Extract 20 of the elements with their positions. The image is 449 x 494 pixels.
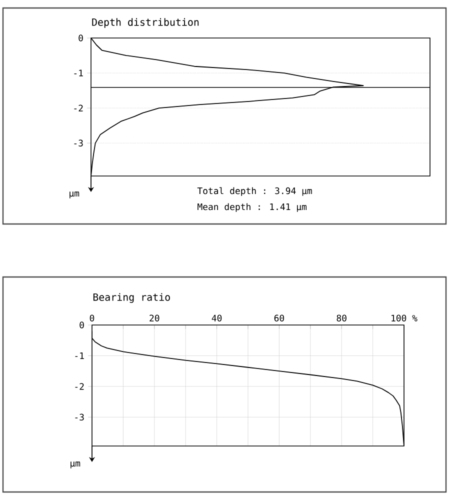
chart-title: Bearing ratio [93, 293, 170, 303]
y-axis-title: µm [70, 191, 80, 198]
x-tick-label: 40 [212, 314, 222, 322]
text: Mean depth : 1.41 µm [198, 203, 307, 212]
x-tick-label: 80 [336, 314, 346, 322]
x-tick-label: 100 % [392, 314, 418, 322]
x-tick-label: 60 [274, 314, 284, 322]
y-tick-label: -2 [75, 383, 84, 390]
y-tick-label: -2 [74, 104, 83, 112]
y-tick-label: -3 [74, 140, 83, 146]
text: Total depth : 3.94 µm [197, 187, 312, 196]
y-tick-label: 0 [78, 34, 83, 42]
y-tick-label: 0 [80, 322, 84, 328]
y-tick-label: -1 [74, 70, 83, 76]
y-tick-label: -1 [75, 352, 84, 359]
y-tick-label: -3 [75, 414, 84, 421]
x-tick-label: 20 [150, 314, 160, 322]
x-tick-label: 0 [90, 314, 94, 322]
y-axis-title: µm [70, 461, 80, 468]
chart-title: Depth distribution [92, 18, 199, 28]
